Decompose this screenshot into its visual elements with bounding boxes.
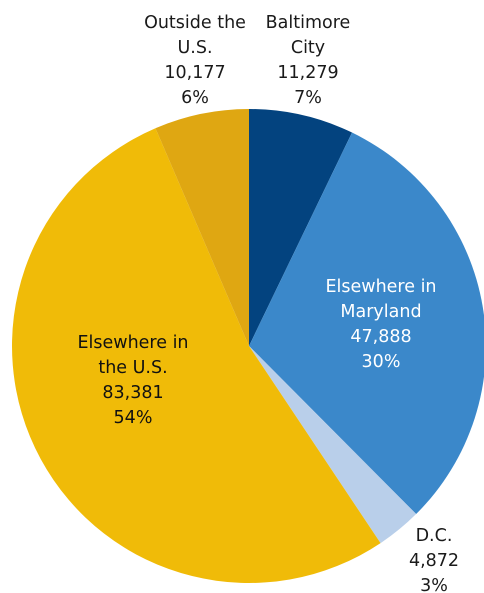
pie-slice-3 (11, 128, 381, 584)
slice-label-4: Outside the U.S. 10,177 6% (144, 13, 246, 108)
pie-slice-4 (155, 109, 249, 346)
slice-label-line: Elsewhere in (325, 277, 436, 297)
slice-label-line: 54% (114, 408, 153, 428)
slice-label-line: 83,381 (102, 383, 163, 403)
slice-label-line: Maryland (340, 302, 421, 322)
slice-label-line: 10,177 (164, 63, 225, 83)
slice-label-line: Elsewhere in (77, 333, 188, 353)
slice-label-line: the U.S. (98, 358, 167, 378)
slice-label-1: Elsewhere in Maryland 47,888 30% (325, 277, 436, 372)
slice-label-line: 6% (181, 88, 209, 108)
pie-slice-2 (249, 346, 417, 544)
slice-labels: Baltimore City 11,279 7% Elsewhere in Marylan… (77, 13, 459, 593)
slice-label-line: 11,279 (277, 63, 338, 83)
slice-label-line: 7% (294, 88, 322, 108)
slice-label-line: U.S. (177, 38, 212, 58)
slice-label-line: 3% (420, 576, 448, 593)
pie-slice-0 (249, 109, 353, 346)
slice-label-line: 4,872 (409, 551, 459, 571)
slice-label-line: 47,888 (350, 327, 411, 347)
pie-slices (11, 109, 484, 584)
slice-label-line: 30% (362, 352, 401, 372)
slice-label-0: Baltimore City 11,279 7% (266, 13, 351, 108)
slice-label-line: Outside the (144, 13, 246, 33)
slice-label-line: City (291, 38, 325, 58)
pie-slice-1 (249, 132, 484, 515)
slice-label-3: Elsewhere in the U.S. 83,381 54% (77, 333, 188, 428)
slice-label-line: D.C. (416, 526, 453, 546)
slice-label-line: Baltimore (266, 13, 351, 33)
slice-label-2: D.C. 4,872 3% (409, 526, 459, 593)
